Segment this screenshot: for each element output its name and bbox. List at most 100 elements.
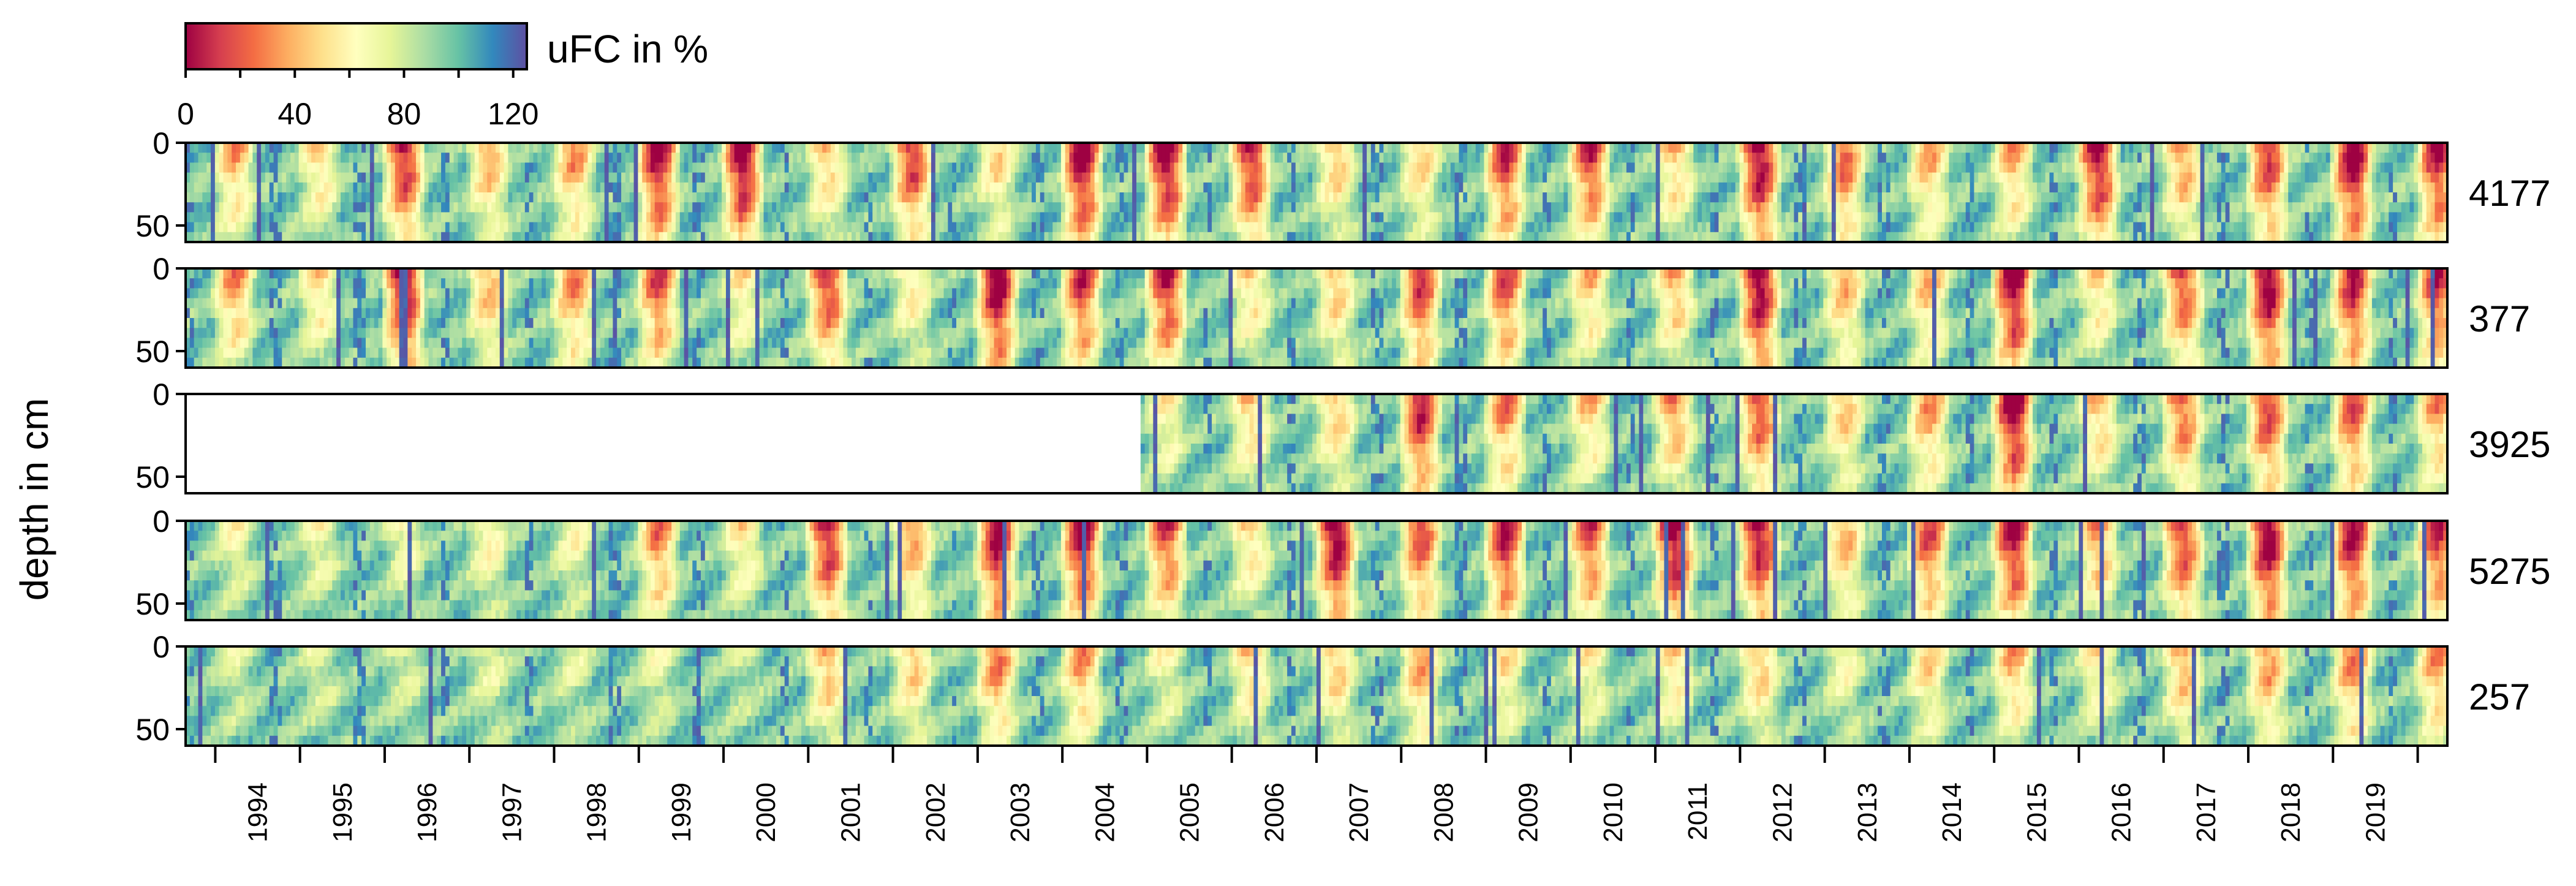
heatmap-cell [1522, 202, 1527, 213]
heatmap-cell [445, 202, 450, 213]
heatmap-cell [1664, 153, 1669, 163]
heatmap-cell [1140, 222, 1146, 233]
heatmap-cell [880, 202, 886, 213]
heatmap-cell [1965, 212, 1971, 223]
heatmap-cell [1425, 202, 1430, 213]
heatmap-cell [943, 212, 948, 223]
heatmap-cell [1199, 232, 1204, 243]
heatmap-cell [1429, 162, 1435, 173]
heatmap-cell [1986, 182, 1992, 193]
heatmap-cell [893, 162, 898, 173]
heatmap-cell [2188, 172, 2193, 183]
heatmap-cell [542, 202, 546, 213]
heatmap-cell [336, 222, 341, 233]
heatmap-cell [1086, 232, 1091, 243]
heatmap-cell [747, 162, 752, 173]
heatmap-cell [1522, 232, 1527, 243]
heatmap-cell [1333, 202, 1338, 213]
heatmap-cell [839, 182, 844, 193]
heatmap-cell [864, 153, 869, 163]
heatmap-cell [684, 143, 689, 153]
heatmap-cell [1446, 232, 1451, 243]
heatmap-cell [1417, 232, 1422, 243]
heatmap-cell [1789, 162, 1795, 173]
heatmap-cell [1266, 162, 1271, 173]
heatmap-cell [466, 192, 471, 203]
heatmap-cell [1279, 192, 1283, 203]
heatmap-cell [1886, 153, 1891, 163]
heatmap-cell [1027, 222, 1032, 233]
heatmap-cell [1785, 153, 1791, 163]
heatmap-cell [1626, 192, 1631, 203]
heatmap-cell [613, 202, 618, 213]
heatmap-cell [1878, 143, 1883, 153]
heatmap-cell [704, 212, 710, 223]
heatmap-cell [483, 212, 488, 223]
heatmap-cell [592, 212, 597, 223]
heatmap-cell [2137, 212, 2142, 223]
heatmap-cell [730, 143, 735, 153]
heatmap-cell [2267, 222, 2272, 233]
heatmap-cell [520, 153, 526, 163]
heatmap-cell [2028, 232, 2033, 243]
heatmap-cell [2053, 192, 2058, 203]
heatmap-cell [1970, 212, 1975, 223]
heatmap-cell [395, 202, 400, 213]
heatmap-cell [960, 192, 965, 203]
heatmap-cell [1287, 143, 1292, 153]
heatmap-cell [1215, 202, 1221, 213]
heatmap-cell [2216, 172, 2222, 183]
heatmap-cell [1073, 232, 1078, 243]
heatmap-cell [1090, 162, 1095, 173]
heatmap-cell [1576, 212, 1581, 223]
heatmap-cell [416, 182, 421, 193]
heatmap-cell [328, 192, 333, 203]
heatmap-cell [772, 222, 777, 233]
heatmap-cell [1429, 232, 1435, 243]
heatmap-cell [1220, 143, 1225, 153]
heatmap-cell [1593, 153, 1598, 163]
heatmap-cell [1580, 153, 1585, 163]
heatmap-cell [328, 222, 333, 233]
heatmap-cell [1446, 202, 1451, 213]
heatmap-cell [365, 232, 371, 243]
heatmap-cell [688, 232, 693, 243]
heatmap-cell [349, 153, 354, 163]
heatmap-cell [458, 202, 463, 213]
heatmap-cell [1584, 212, 1590, 223]
heatmap-cell [520, 232, 526, 243]
heatmap-cell [772, 202, 777, 213]
heatmap-cell [323, 162, 329, 173]
heatmap-cell [562, 182, 567, 193]
heatmap-cell [642, 172, 647, 183]
heatmap-cell [805, 182, 810, 193]
heatmap-cell [1634, 153, 1640, 163]
heatmap-cell [407, 212, 412, 223]
heatmap-cell [1970, 192, 1975, 203]
heatmap-cell [545, 192, 551, 203]
heatmap-cell [470, 202, 475, 213]
heatmap-cell [1233, 153, 1237, 163]
heatmap-cell [2225, 162, 2230, 173]
heatmap-cell [985, 232, 991, 243]
heatmap-cell [1140, 232, 1146, 243]
heatmap-cell [290, 182, 295, 193]
heatmap-cell [596, 222, 601, 233]
heatmap-cell [1014, 182, 1020, 193]
heatmap-cell [2162, 232, 2167, 243]
heatmap-cell [374, 162, 379, 173]
heatmap-cell [1488, 222, 1493, 233]
heatmap-cell [303, 182, 308, 193]
heatmap-cell [1086, 162, 1091, 173]
heatmap-cell [357, 222, 362, 233]
heatmap-cell [1408, 143, 1413, 153]
heatmap-cell [1052, 212, 1057, 223]
heatmap-cell [1413, 222, 1418, 233]
heatmap-cell [893, 192, 898, 203]
heatmap-cell [671, 222, 676, 233]
heatmap-cell [2250, 153, 2256, 163]
heatmap-cell [1802, 143, 1807, 153]
heatmap-cell [1869, 143, 1874, 153]
heatmap-cell [613, 222, 618, 233]
heatmap-cell [1522, 192, 1527, 203]
